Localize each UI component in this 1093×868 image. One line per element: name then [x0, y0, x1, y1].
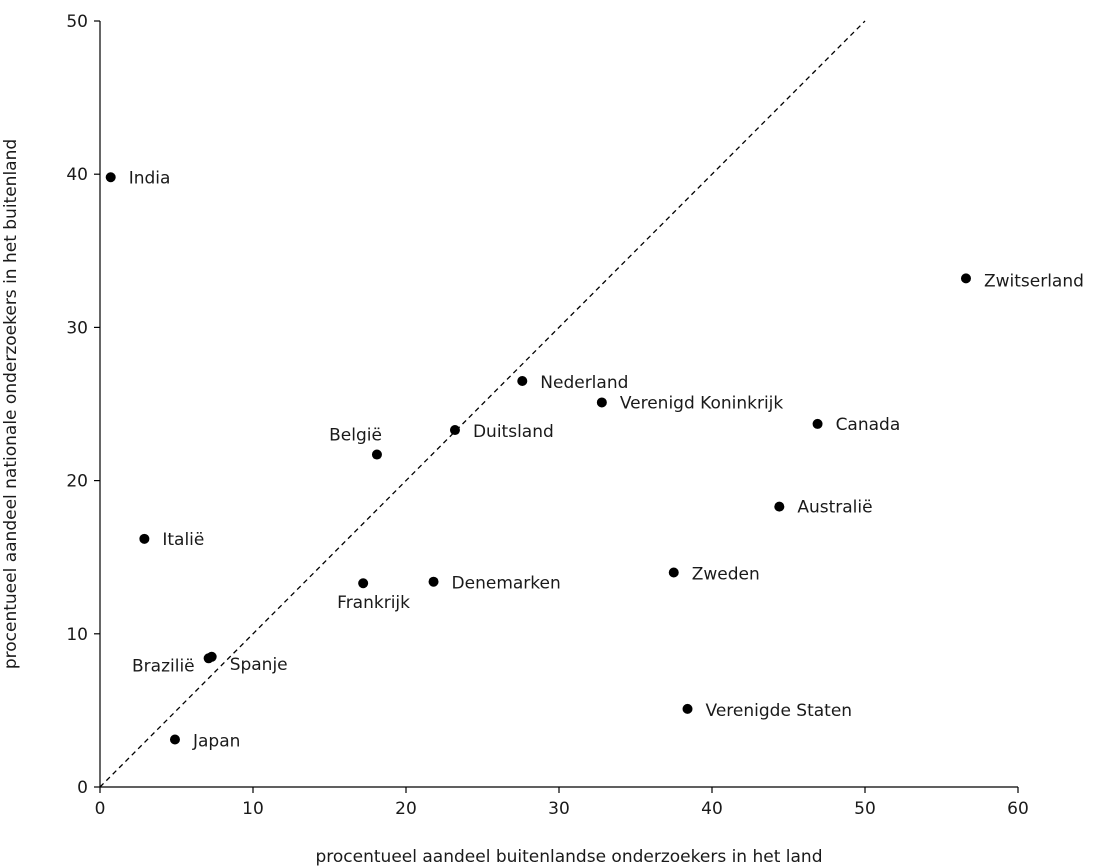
data-label: Nederland — [540, 373, 628, 393]
x-tick-label-20: 20 — [395, 799, 417, 819]
data-label: Australië — [797, 498, 872, 518]
x-tick-label-50: 50 — [854, 799, 876, 819]
data-label: Italië — [162, 530, 204, 550]
x-tick-label-0: 0 — [95, 799, 106, 819]
data-label: Denemarken — [452, 574, 561, 594]
data-label: Japan — [192, 732, 240, 752]
data-labels: India Italië Brazilië Spanje Japan België Fran… — [129, 168, 1084, 751]
data-label: Zwitserland — [984, 271, 1084, 291]
y-tick-label-30: 30 — [66, 318, 88, 338]
y-tick-label-20: 20 — [66, 472, 88, 492]
data-point — [682, 703, 693, 714]
axes: 0 10 20 30 40 50 60 0 10 20 30 40 50 — [66, 12, 1028, 819]
x-tick-label-10: 10 — [242, 799, 264, 819]
data-label: India — [129, 168, 171, 188]
data-point — [960, 273, 971, 284]
data-point — [105, 172, 116, 183]
data-label: Duitsland — [473, 422, 554, 442]
data-point — [169, 734, 180, 745]
data-point — [358, 578, 369, 589]
y-tick-label-0: 0 — [77, 778, 88, 798]
data-label: Spanje — [230, 655, 288, 675]
data-label: België — [329, 426, 382, 446]
data-point — [139, 533, 150, 544]
data-point — [428, 576, 439, 587]
y-tick-label-10: 10 — [66, 625, 88, 645]
data-point — [596, 397, 607, 408]
data-label: Canada — [836, 415, 901, 435]
x-tick-label-30: 30 — [548, 799, 570, 819]
data-label: Verenigd Koninkrijk — [620, 393, 784, 413]
x-axis-title: procentueel aandeel buitenlandse onderzo… — [316, 847, 823, 867]
x-tick-label-60: 60 — [1007, 799, 1029, 819]
y-tick-label-50: 50 — [66, 12, 88, 32]
y-axis-title: procentueel aandeel nationale onderzoeke… — [1, 139, 21, 669]
y-tick-label-40: 40 — [66, 165, 88, 185]
data-label: Brazilië — [132, 656, 195, 676]
data-point — [668, 567, 679, 578]
data-label: Verenigde Staten — [706, 701, 853, 721]
data-label: Zweden — [692, 565, 760, 585]
data-point — [812, 418, 823, 429]
data-point — [517, 376, 528, 387]
reference-line-group — [99, 20, 866, 788]
data-points — [105, 172, 971, 745]
data-label: Frankrijk — [337, 593, 410, 613]
data-point — [774, 501, 785, 512]
data-point — [206, 651, 217, 662]
data-point — [449, 425, 460, 436]
data-point — [371, 449, 382, 460]
reference-line — [99, 20, 866, 788]
x-tick-label-40: 40 — [701, 799, 723, 819]
